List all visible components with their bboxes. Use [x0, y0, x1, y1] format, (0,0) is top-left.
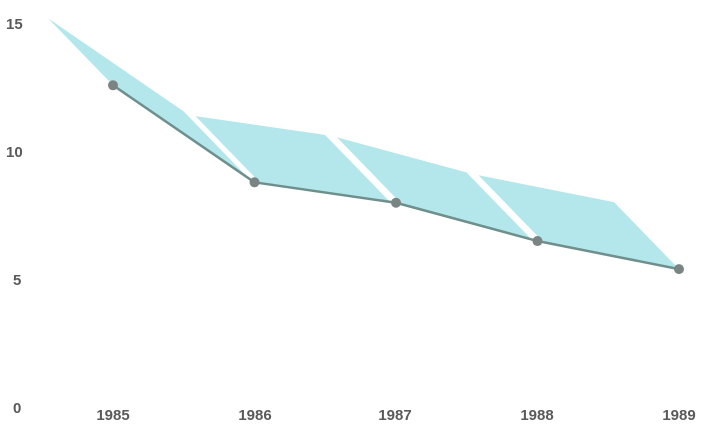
y-axis-ticks: 15 10 5 0 [6, 16, 23, 417]
x-tick-label: 1988 [520, 407, 553, 424]
data-point [674, 264, 684, 275]
decorative-ribbon-layer [48, 18, 679, 270]
data-point [532, 236, 543, 247]
decorative-ribbon-segment [48, 18, 249, 179]
data-point [391, 197, 401, 208]
decorative-ribbon-segment [337, 137, 532, 240]
marker-layer [108, 80, 684, 275]
y-tick-label: 0 [13, 400, 21, 417]
y-tick-label: 15 [6, 16, 23, 33]
decorative-ribbon-segment [478, 175, 679, 270]
x-tick-label: 1986 [238, 407, 271, 424]
decorative-ribbon-segment [195, 116, 390, 202]
x-tick-label: 1985 [96, 407, 129, 424]
y-tick-label: 10 [6, 144, 23, 161]
x-tick-label: 1987 [378, 407, 411, 424]
data-point [249, 177, 260, 188]
x-tick-label: 1989 [662, 407, 695, 424]
x-axis-ticks: 1985 1986 1987 1988 1989 [96, 407, 695, 424]
data-point [108, 80, 118, 91]
y-tick-label: 5 [13, 272, 21, 289]
